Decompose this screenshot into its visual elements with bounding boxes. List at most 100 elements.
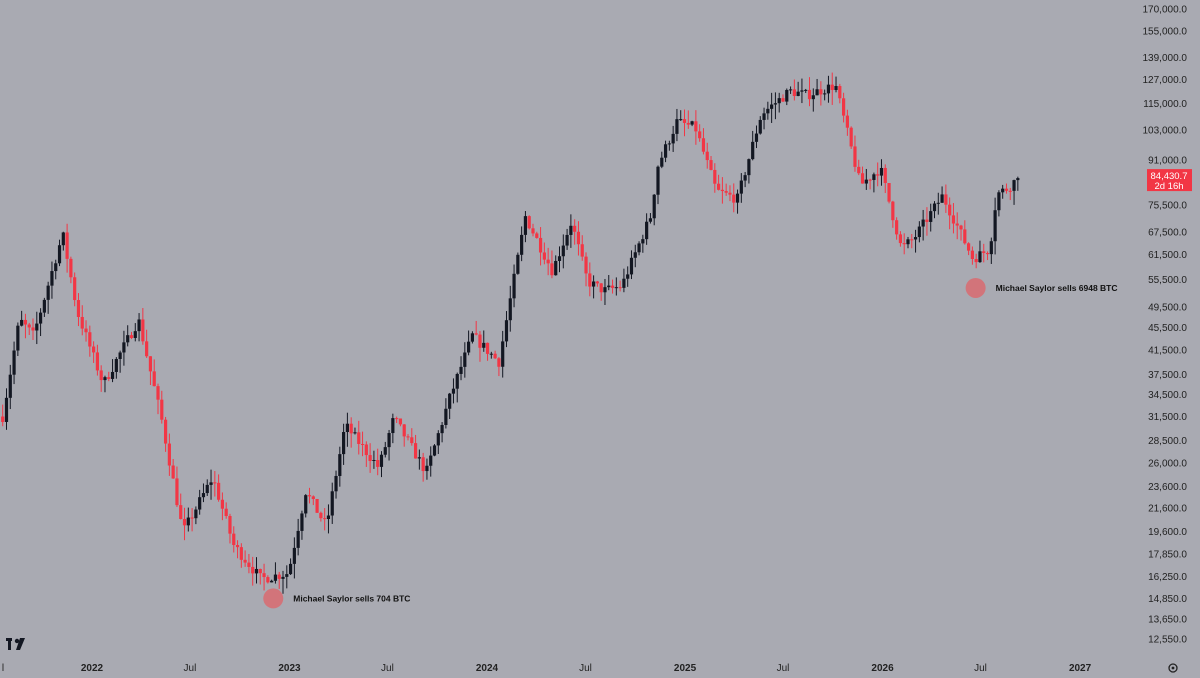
current-price-label: 84,430.72d 16h bbox=[1147, 169, 1192, 192]
candle-body bbox=[879, 167, 884, 176]
annotation-marker[interactable] bbox=[263, 588, 284, 609]
gear-icon[interactable] bbox=[1168, 663, 1178, 673]
y-tick-label: 49,500.0 bbox=[1148, 303, 1187, 314]
candle-body bbox=[417, 457, 421, 459]
y-tick-label: 17,850.0 bbox=[1148, 549, 1187, 560]
candle-body bbox=[599, 283, 603, 293]
candle-body bbox=[951, 215, 956, 224]
candle-body bbox=[459, 366, 463, 374]
candle-body bbox=[917, 226, 921, 238]
candle-body bbox=[849, 127, 853, 147]
candle-body bbox=[868, 179, 872, 181]
candle-body bbox=[830, 84, 834, 90]
x-tick-label: 2022 bbox=[81, 663, 104, 674]
time-axis[interactable]: l 2022 Jul 2023 Jul 2024 Jul 2025 Jul 2026 Jul 2027 bbox=[2, 663, 1092, 674]
candle-body bbox=[985, 252, 990, 255]
candle-body bbox=[766, 108, 770, 114]
candle-body bbox=[31, 327, 35, 331]
candle-body bbox=[413, 443, 418, 459]
x-tick-label: 2024 bbox=[476, 663, 499, 674]
candle-body bbox=[860, 173, 865, 184]
candle-body bbox=[804, 89, 808, 91]
candle-body bbox=[281, 576, 285, 579]
y-tick-label: 61,500.0 bbox=[1148, 250, 1187, 261]
candle-body bbox=[610, 285, 615, 288]
y-tick-label: 34,500.0 bbox=[1148, 390, 1187, 401]
candle-body bbox=[535, 233, 539, 238]
y-tick-label: 41,500.0 bbox=[1148, 345, 1187, 356]
candle-body bbox=[508, 298, 512, 321]
candle-body bbox=[895, 220, 899, 235]
candle-body bbox=[569, 225, 573, 235]
candle-body bbox=[936, 202, 940, 204]
candle-body bbox=[194, 509, 198, 519]
candle-body bbox=[376, 459, 380, 467]
candle-body bbox=[588, 273, 592, 287]
candle-body bbox=[826, 84, 831, 94]
candle-body bbox=[345, 423, 349, 433]
candle-body bbox=[292, 547, 296, 564]
candle-body bbox=[239, 547, 243, 560]
x-tick-label: 2025 bbox=[674, 663, 697, 674]
candle-body bbox=[652, 194, 656, 219]
candle-body bbox=[57, 245, 62, 264]
candle-body bbox=[330, 491, 334, 516]
candle-body bbox=[205, 484, 209, 494]
candle-body bbox=[163, 419, 168, 444]
y-tick-label: 127,000.0 bbox=[1143, 75, 1188, 86]
annotations-group: Michael Saylor sells 704 BTC Michael Sayl… bbox=[263, 277, 1118, 609]
candle-body bbox=[368, 455, 372, 461]
candle-body bbox=[311, 496, 315, 500]
candle-body bbox=[304, 495, 308, 514]
candle-body bbox=[902, 243, 906, 245]
candle-body bbox=[440, 424, 444, 434]
x-tick-label: Jul bbox=[381, 663, 394, 674]
candle-body bbox=[436, 433, 440, 446]
candle-body bbox=[448, 393, 452, 409]
candle-body bbox=[235, 545, 240, 548]
candle-body bbox=[694, 121, 698, 132]
candle-body bbox=[883, 167, 887, 184]
candle-body bbox=[360, 443, 365, 445]
candle-body bbox=[762, 113, 766, 120]
y-tick-label: 155,000.0 bbox=[1143, 27, 1188, 38]
candle-body bbox=[95, 352, 100, 371]
candle-body bbox=[925, 219, 929, 222]
candle-body bbox=[538, 237, 543, 253]
candle-body bbox=[421, 457, 425, 472]
candle-body bbox=[523, 216, 528, 235]
candle-body bbox=[497, 358, 501, 367]
annotation-marker[interactable] bbox=[965, 277, 986, 298]
candle-body bbox=[277, 574, 281, 579]
candle-body bbox=[217, 482, 221, 500]
candle-body bbox=[145, 341, 149, 357]
y-tick-label: 139,000.0 bbox=[1143, 53, 1188, 64]
candle-body bbox=[300, 513, 304, 531]
candle-body bbox=[478, 334, 482, 348]
candle-body bbox=[1016, 178, 1020, 181]
candle-body bbox=[285, 574, 289, 577]
candle-body bbox=[122, 342, 126, 353]
candle-body bbox=[76, 300, 81, 317]
candle-body bbox=[288, 563, 293, 575]
tradingview-logo-icon[interactable] bbox=[6, 638, 25, 650]
candle-body bbox=[663, 144, 668, 158]
candle-body bbox=[554, 260, 558, 276]
candle-body bbox=[713, 169, 717, 184]
candle-body bbox=[129, 335, 134, 338]
candle-body bbox=[1008, 190, 1012, 192]
candle-body bbox=[853, 146, 857, 167]
candle-body bbox=[470, 333, 474, 342]
candle-body bbox=[773, 103, 778, 105]
candle-body bbox=[84, 328, 88, 333]
candle-body bbox=[107, 377, 111, 379]
candle-body bbox=[1, 416, 5, 422]
price-axis[interactable]: 170,000.0 155,000.0 139,000.0 127,000.0 115,… bbox=[1143, 4, 1188, 645]
candle-body bbox=[1004, 188, 1009, 191]
candle-body bbox=[12, 350, 16, 375]
candle-body bbox=[682, 119, 687, 123]
candle-body bbox=[959, 225, 963, 230]
x-tick-label: 2023 bbox=[278, 663, 301, 674]
